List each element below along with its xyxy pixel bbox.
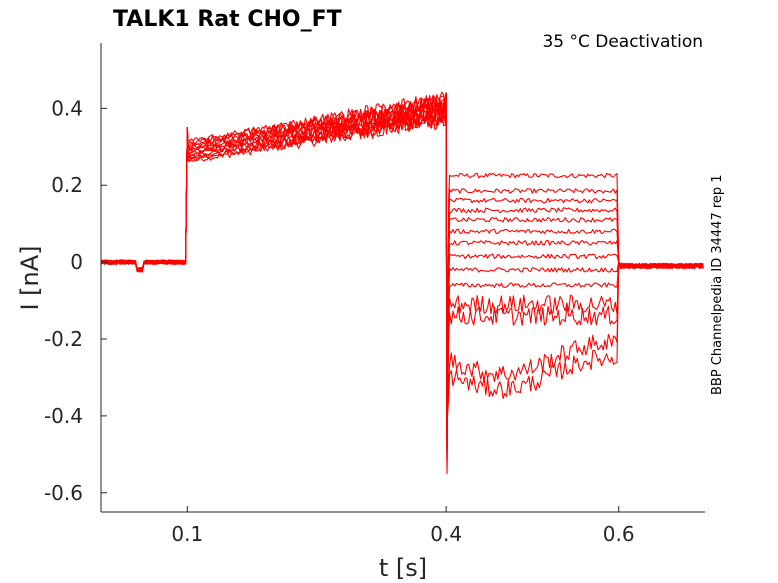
y-tick-label: 0: [70, 250, 83, 274]
trace-12: [100, 92, 704, 432]
axes: 0.1 0.4 0.6 0.4 0.2 0 -0.2 -0.4 -0.6: [44, 43, 705, 546]
trace-10: [100, 92, 704, 440]
chart-title: TALK1 Rat CHO_FT: [113, 7, 342, 32]
x-tick-label: 0.6: [603, 522, 635, 546]
trace-1: [100, 92, 704, 475]
x-axis-label: t [s]: [379, 554, 427, 582]
trace-13: [100, 92, 704, 428]
y-tick-label: 0.4: [51, 96, 83, 120]
y-axis-label: I [nA]: [16, 245, 44, 310]
trace-14: [100, 91, 704, 425]
y-tick-label: -0.6: [44, 481, 83, 505]
y-tick-label: 0.2: [51, 173, 83, 197]
x-tick-label: 0.4: [430, 522, 462, 546]
side-label: BBP Channelpedia ID 34447 rep 1: [710, 174, 725, 395]
y-tick-label: -0.2: [44, 327, 83, 351]
trace-group: [100, 91, 704, 475]
y-tick-label: -0.4: [44, 404, 83, 428]
chart-subtitle: 35 °C Deactivation: [542, 32, 703, 52]
trace-9: [100, 92, 704, 444]
x-tick-label: 0.1: [171, 522, 203, 546]
